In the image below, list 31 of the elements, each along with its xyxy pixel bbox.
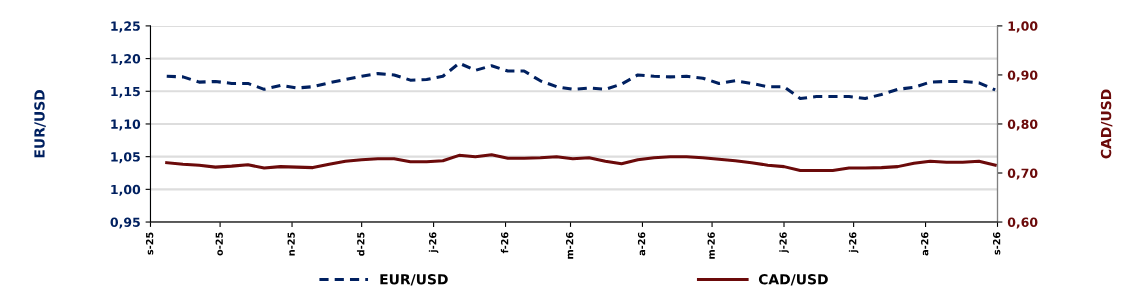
x-tick-label: a-26 [921, 232, 929, 256]
x-tick-label: n-25 [287, 232, 295, 256]
x-tick-label: s-26 [992, 232, 1001, 255]
x-tick-label: a-26 [637, 232, 646, 256]
x-tick-label: d-25 [356, 232, 365, 256]
x-tick-label: m-26 [565, 232, 574, 259]
x-tick-label: f-26 [500, 232, 509, 254]
y2-axis-title: CAD/USD [1100, 89, 1113, 159]
y-tick-label: 0,95 [110, 217, 140, 229]
y2-tick-label: 0,90 [1007, 70, 1038, 82]
legend-label: CAD/USD [758, 274, 828, 286]
y-tick-label: 1,20 [111, 54, 141, 66]
line-series [165, 153, 997, 173]
y2-tick-label: 1,00 [1008, 21, 1038, 33]
line-series [165, 61, 997, 100]
x-tick-label: j-26 [428, 232, 439, 253]
y2-tick-label: 0,80 [1007, 119, 1038, 131]
y2-tick-label: 0,60 [1007, 217, 1038, 229]
y-tick-label: 1,05 [111, 152, 140, 164]
x-tick-label: s-25 [145, 232, 154, 255]
legend-label: EUR/USD [380, 274, 448, 286]
x-tick-label: o-25 [215, 232, 223, 256]
y-tick-label: 1,00 [111, 184, 141, 196]
y-tick-label: 1,10 [111, 119, 141, 131]
y-axis-title: EUR/USD [34, 90, 46, 158]
y-tick-label: 1,25 [111, 21, 140, 33]
x-tick-label: j-26 [779, 232, 789, 253]
y2-tick-label: 0,70 [1007, 168, 1038, 180]
x-tick-label: j-26 [848, 232, 859, 253]
x-tick-label: m-26 [707, 232, 715, 259]
y-tick-label: 1,15 [111, 86, 140, 98]
